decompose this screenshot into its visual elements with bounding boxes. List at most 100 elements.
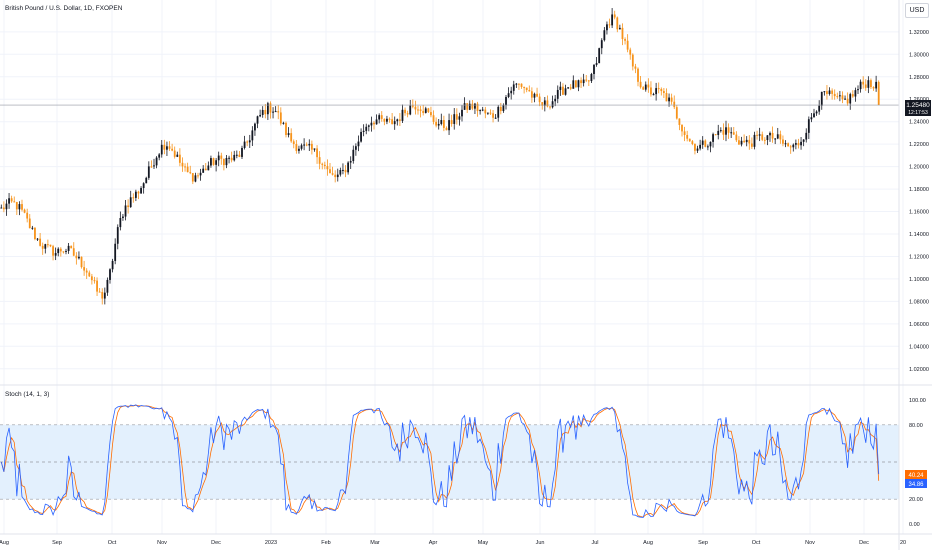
candle-body — [46, 244, 49, 246]
candle-body — [98, 291, 101, 293]
candle-body — [197, 175, 199, 177]
candle-body — [199, 172, 202, 176]
candle-body — [455, 114, 458, 120]
candle-body — [536, 93, 538, 97]
candle-body — [800, 141, 802, 146]
time-axis[interactable]: Aug Sep Oct Nov Dec 2023 Feb Mar Apr May Jun Jul Aug… — [0, 540, 906, 546]
candle-body — [2, 207, 5, 210]
candle-body — [225, 157, 228, 166]
stoch-k-value: 40.24 — [908, 473, 924, 479]
candle-body — [867, 80, 870, 88]
candle-body — [877, 81, 880, 106]
candle-body — [116, 227, 119, 244]
candle-body — [316, 148, 318, 158]
candle-body — [688, 138, 691, 142]
candle-body — [489, 112, 492, 114]
candle-body — [303, 144, 306, 146]
time-tick-label: Apr — [429, 540, 438, 546]
candle-body — [243, 141, 246, 148]
candle-body — [758, 134, 761, 136]
price-tick-label: 1.04000 — [909, 344, 929, 350]
candle-body — [598, 48, 601, 64]
candle-body — [675, 107, 678, 119]
candle-body — [647, 84, 650, 88]
candle-body — [246, 141, 249, 143]
candle-body — [414, 106, 417, 110]
candle-body — [686, 134, 689, 139]
indicator-label[interactable]: Stoch (14, 1, 3) — [5, 391, 49, 398]
candle-body — [287, 133, 290, 135]
candle-body — [691, 141, 694, 145]
candle-body — [153, 165, 155, 167]
candle-body — [202, 168, 205, 173]
candle-body — [650, 87, 652, 95]
candle-body — [34, 227, 36, 240]
candle-body — [706, 146, 709, 148]
candle-body — [96, 280, 98, 292]
stoch-axis[interactable]: 100.00 80.00 20.00 0.00 — [909, 398, 926, 528]
candle-body — [574, 80, 577, 88]
candle-body — [129, 197, 132, 208]
candle-body — [494, 117, 497, 119]
candle-body — [124, 205, 127, 217]
candle-body — [147, 166, 150, 178]
candle-body — [582, 79, 585, 84]
candle-body — [83, 267, 86, 271]
candle-body — [292, 141, 295, 145]
candle-body — [554, 98, 557, 102]
candle-body — [419, 109, 422, 111]
candle-body — [212, 158, 215, 165]
candle-body — [230, 157, 233, 161]
candle-body — [756, 134, 758, 136]
currency-button[interactable]: USD — [905, 3, 929, 18]
candle-body — [541, 102, 544, 106]
candles[interactable] — [0, 8, 880, 305]
countdown-value: 12:17:53 — [908, 110, 928, 116]
candle-body — [794, 143, 797, 145]
candle-body — [274, 111, 277, 113]
candle-body — [204, 168, 207, 171]
candle-body — [779, 134, 782, 140]
candle-body — [132, 197, 135, 199]
candle-body — [285, 122, 287, 135]
candle-body — [57, 248, 60, 254]
candle-body — [642, 87, 645, 90]
candle-body — [556, 89, 559, 99]
candle-body — [841, 95, 844, 100]
candle-body — [813, 113, 815, 118]
candle-body — [616, 17, 619, 30]
candle-body — [502, 105, 505, 112]
candle-body — [525, 87, 528, 91]
candle-body — [792, 144, 795, 148]
candle-body — [191, 173, 194, 182]
price-axis[interactable]: 1.320001.300001.280001.260001.240001.220… — [909, 30, 929, 373]
time-tick-label: Jun — [536, 540, 545, 546]
candle-body — [694, 144, 696, 151]
candle-body — [88, 272, 91, 277]
candle-body — [39, 238, 42, 246]
candle-body — [404, 109, 406, 114]
candle-body — [21, 204, 23, 210]
stoch-d-value: 34.86 — [908, 482, 924, 488]
candle-body — [155, 157, 158, 166]
candle-body — [696, 148, 699, 151]
candle-body — [352, 149, 355, 162]
candle-body — [238, 154, 241, 157]
candle-body — [54, 253, 57, 256]
candle-body — [310, 143, 313, 150]
candle-body — [826, 91, 828, 94]
candle-body — [782, 139, 784, 144]
candle-body — [342, 169, 344, 171]
stoch-tick-label: 80.00 — [909, 423, 923, 429]
candle-body — [520, 83, 523, 87]
candle-body — [448, 120, 450, 131]
candle-body — [233, 154, 236, 161]
candle-body — [171, 148, 174, 151]
stoch-lines[interactable] — [0, 404, 880, 518]
candle-body — [406, 113, 409, 115]
candle-body — [849, 94, 852, 104]
candle-body — [251, 130, 254, 141]
candle-body — [717, 130, 720, 135]
candle-body — [228, 157, 230, 159]
